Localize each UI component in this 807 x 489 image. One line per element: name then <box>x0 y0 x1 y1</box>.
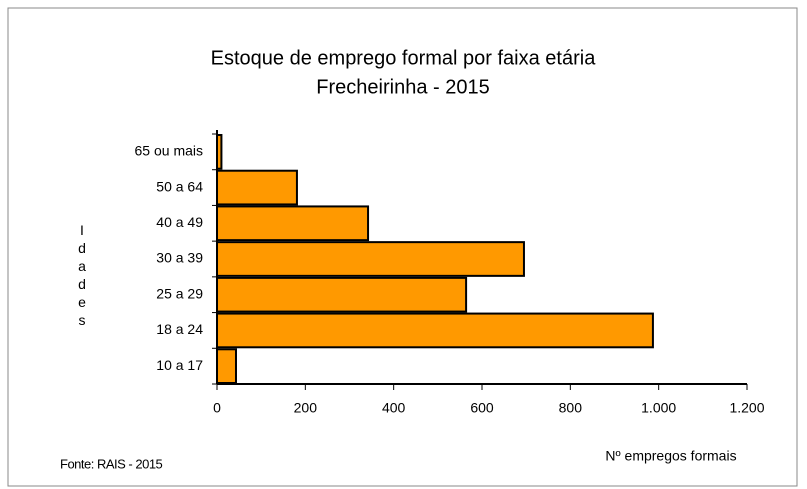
y-axis-label: Idades <box>74 222 90 330</box>
bar <box>216 276 468 313</box>
y-tick-label: 50 a 64 <box>156 178 203 194</box>
x-tick-label: 1.000 <box>641 400 676 416</box>
y-tick-label: 65 ou mais <box>135 143 203 159</box>
x-tick-label: 0 <box>213 400 221 416</box>
x-axis-label: Nº empregos formais <box>605 448 736 464</box>
chart-border <box>7 7 798 487</box>
source-note: Fonte: RAIS - 2015 <box>60 456 163 471</box>
bar <box>216 241 525 277</box>
y-tick-label: 30 a 39 <box>156 250 203 266</box>
y-tick-label: 25 a 29 <box>156 285 203 301</box>
x-tick-label: 400 <box>382 400 406 416</box>
bar <box>216 169 298 206</box>
chart-title: Estoque de emprego formal por faixa etár… <box>211 47 597 69</box>
x-tick-label: 200 <box>294 400 318 416</box>
y-tick-label: 18 a 24 <box>156 321 203 337</box>
bar <box>216 348 237 384</box>
bar <box>216 205 370 242</box>
x-tick-label: 1.200 <box>729 400 764 416</box>
x-tick-label: 800 <box>559 400 583 416</box>
bar <box>216 312 654 349</box>
x-tick-label: 600 <box>470 400 494 416</box>
chart-subtitle: Frecheirinha - 2015 <box>316 76 489 98</box>
y-tick-label: 40 a 49 <box>156 214 203 230</box>
y-tick-label: 10 a 17 <box>156 357 203 373</box>
